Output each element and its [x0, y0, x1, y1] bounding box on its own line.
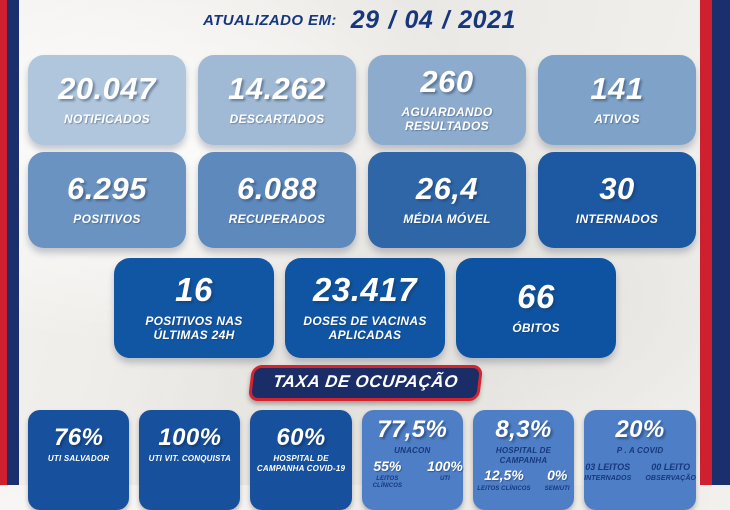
- right-red-stripe: [700, 0, 712, 485]
- occupancy-sub-stat: 0% SEM/UTI: [544, 467, 570, 492]
- occupancy-value: 20%: [615, 416, 665, 443]
- stat-value: 23.417: [313, 271, 417, 309]
- updated-at-label: ATUALIZADO EM:: [203, 12, 337, 29]
- occupancy-value: 100%: [158, 424, 222, 451]
- occupancy-sub-stat: 03 LEITOS INTERNADOS: [584, 459, 631, 483]
- occupancy-sub-stat: 12,5% LEITOS CLÍNICOS: [477, 467, 531, 492]
- occupancy-banner-title: TAXA DE OCUPAÇÃO: [271, 372, 459, 391]
- occupancy-value: 77,5%: [377, 416, 448, 443]
- stats-row-2: 6.295 POSITIVOS 6.088 RECUPERADOS 26,4 M…: [28, 152, 696, 248]
- stat-label: INTERNADOS: [575, 211, 659, 226]
- occupancy-value: 60%: [276, 424, 326, 451]
- date-separator: /: [388, 6, 396, 34]
- occupancy-value: 76%: [53, 424, 104, 451]
- occupancy-card-hospital-campanha-covid19: 60% HOSPITAL DE CAMPANHA COVID-19: [250, 410, 352, 510]
- occupancy-label: HOSPITAL DE CAMPANHA COVID-19: [256, 454, 346, 473]
- occupancy-sub-stat: 100% UTI: [427, 457, 463, 483]
- stat-label: ÓBITOS: [512, 320, 560, 335]
- stats-row-3: 16 POSITIVOS NAS ÚLTIMAS 24H 23.417 DOSE…: [0, 258, 730, 358]
- occupancy-banner: TAXA DE OCUPAÇÃO: [247, 365, 483, 401]
- date-year: 2021: [458, 6, 516, 34]
- occupancy-card-pa-covid: 20% P . A COVID 03 LEITOS INTERNADOS 00 …: [584, 410, 697, 510]
- stat-card-doses-vacinas: 23.417 DOSES DE VACINAS APLICADAS: [285, 258, 445, 358]
- occupancy-sub-value: 0%: [547, 467, 568, 484]
- stat-card-aguardando-resultados: 260 AGUARDANDO RESULTADOS: [368, 55, 526, 145]
- stat-value: 26,4: [415, 171, 479, 207]
- occupancy-sub-value: 12,5%: [484, 467, 524, 484]
- occupancy-sub-stats: 12,5% LEITOS CLÍNICOS 0% SEM/UTI: [477, 467, 570, 492]
- stat-card-descartados: 14.262 DESCARTADOS: [198, 55, 356, 145]
- stat-value: 30: [599, 171, 635, 207]
- left-navy-stripe: [7, 0, 19, 485]
- stat-label: MÉDIA MÓVEL: [403, 211, 491, 226]
- occupancy-label: UTI VIT. CONQUISTA: [148, 454, 232, 464]
- stat-card-notificados: 20.047 NOTIFICADOS: [28, 55, 186, 145]
- occupancy-sub-value: 00 LEITO: [651, 461, 691, 472]
- stat-label: ATIVOS: [594, 111, 640, 126]
- stat-label: DESCARTADOS: [229, 111, 325, 126]
- occupancy-value: 8,3%: [495, 416, 552, 443]
- left-red-stripe: [0, 0, 7, 485]
- occupancy-label: UTI SALVADOR: [47, 454, 110, 464]
- occupancy-sub-stat: 00 LEITO OBSERVAÇÃO: [645, 459, 696, 483]
- stat-value: 16: [175, 271, 213, 309]
- occupancy-sub-label: LEITOS CLÍNICOS: [477, 485, 531, 492]
- stat-value: 14.262: [228, 71, 326, 107]
- update-header: ATUALIZADO EM: 29 / 04 / 2021: [19, 6, 700, 35]
- stat-card-positivos-24h: 16 POSITIVOS NAS ÚLTIMAS 24H: [114, 258, 274, 358]
- stat-card-obitos: 66 ÓBITOS: [456, 258, 616, 358]
- occupancy-sub-value: 55%: [373, 457, 402, 474]
- stat-card-ativos: 141 ATIVOS: [538, 55, 696, 145]
- stat-value: 66: [517, 278, 555, 316]
- occupancy-label: HOSPITAL DE CAMPANHA: [495, 446, 552, 465]
- stat-card-recuperados: 6.088 RECUPERADOS: [198, 152, 356, 248]
- stat-label: RECUPERADOS: [228, 211, 326, 226]
- stat-card-internados: 30 INTERNADOS: [538, 152, 696, 248]
- date-month: 04: [404, 6, 434, 34]
- occupancy-row: 76% UTI SALVADOR 100% UTI VIT. CONQUISTA…: [28, 410, 697, 510]
- occupancy-sub-label: SEM/UTI: [544, 485, 570, 492]
- occupancy-sub-stats: 03 LEITOS INTERNADOS 00 LEITO OBSERVAÇÃO: [584, 459, 696, 483]
- occupancy-sub-value: 03 LEITOS: [585, 461, 631, 472]
- stat-value: 20.047: [58, 71, 156, 107]
- stat-value: 6.295: [66, 171, 148, 207]
- stat-value: 260: [420, 64, 474, 100]
- date-day: 29: [350, 6, 380, 34]
- occupancy-sub-label: LEITOS CLÍNICOS: [372, 476, 403, 489]
- occupancy-card-hospital-campanha: 8,3% HOSPITAL DE CAMPANHA 12,5% LEITOS C…: [472, 410, 575, 510]
- occupancy-label: UNACON: [394, 446, 431, 456]
- stats-row-1: 20.047 NOTIFICADOS 14.262 DESCARTADOS 26…: [28, 55, 696, 145]
- right-navy-stripe: [712, 0, 730, 485]
- stat-value: 6.088: [236, 171, 318, 207]
- stat-card-positivos: 6.295 POSITIVOS: [28, 152, 186, 248]
- stat-label: POSITIVOS: [73, 211, 141, 226]
- occupancy-card-uti-vit-conquista: 100% UTI VIT. CONQUISTA: [139, 410, 241, 510]
- stat-label: DOSES DE VACINAS APLICADAS: [303, 314, 427, 342]
- date-separator: /: [442, 6, 450, 34]
- occupancy-label: P . A COVID: [616, 446, 664, 456]
- occupancy-sub-label: OBSERVAÇÃO: [645, 474, 697, 482]
- occupancy-banner-wrap: TAXA DE OCUPAÇÃO: [0, 365, 730, 401]
- stat-label: POSITIVOS NAS ÚLTIMAS 24H: [145, 314, 243, 342]
- occupancy-card-unacon: 77,5% UNACON 55% LEITOS CLÍNICOS 100% UT…: [361, 410, 463, 510]
- occupancy-sub-value: 100%: [427, 457, 463, 474]
- stat-card-media-movel: 26,4 MÉDIA MÓVEL: [368, 152, 526, 248]
- stat-label: AGUARDANDO RESULTADOS: [401, 104, 493, 133]
- occupancy-sub-label: INTERNADOS: [584, 474, 632, 482]
- occupancy-card-uti-salvador: 76% UTI SALVADOR: [28, 410, 130, 510]
- occupancy-sub-label: UTI: [439, 476, 450, 483]
- stat-label: NOTIFICADOS: [64, 111, 150, 126]
- stat-value: 141: [590, 71, 644, 107]
